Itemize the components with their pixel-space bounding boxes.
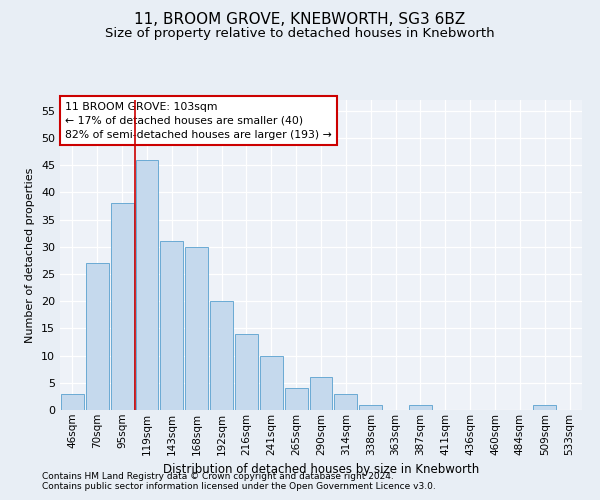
Bar bbox=[160, 242, 183, 410]
Bar bbox=[310, 378, 332, 410]
Bar bbox=[260, 356, 283, 410]
Bar bbox=[185, 247, 208, 410]
Bar bbox=[359, 404, 382, 410]
Text: 11 BROOM GROVE: 103sqm
← 17% of detached houses are smaller (40)
82% of semi-det: 11 BROOM GROVE: 103sqm ← 17% of detached… bbox=[65, 102, 332, 140]
Bar bbox=[533, 404, 556, 410]
Y-axis label: Number of detached properties: Number of detached properties bbox=[25, 168, 35, 342]
Bar bbox=[235, 334, 258, 410]
Bar bbox=[136, 160, 158, 410]
Bar bbox=[210, 301, 233, 410]
Bar bbox=[86, 263, 109, 410]
X-axis label: Distribution of detached houses by size in Knebworth: Distribution of detached houses by size … bbox=[163, 463, 479, 476]
Text: 11, BROOM GROVE, KNEBWORTH, SG3 6BZ: 11, BROOM GROVE, KNEBWORTH, SG3 6BZ bbox=[134, 12, 466, 28]
Bar bbox=[334, 394, 357, 410]
Text: Contains HM Land Registry data © Crown copyright and database right 2024.: Contains HM Land Registry data © Crown c… bbox=[42, 472, 394, 481]
Bar bbox=[61, 394, 84, 410]
Bar bbox=[409, 404, 432, 410]
Text: Contains public sector information licensed under the Open Government Licence v3: Contains public sector information licen… bbox=[42, 482, 436, 491]
Text: Size of property relative to detached houses in Knebworth: Size of property relative to detached ho… bbox=[105, 28, 495, 40]
Bar bbox=[285, 388, 308, 410]
Bar bbox=[111, 204, 134, 410]
